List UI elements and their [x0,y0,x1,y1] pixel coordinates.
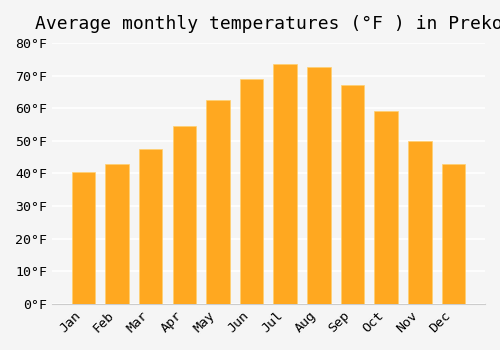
Bar [105,164,129,304]
Bar [274,64,297,304]
Bar [374,111,398,304]
Bar [408,141,432,304]
Bar [206,100,230,304]
Bar [240,79,264,304]
Bar [172,126,196,304]
Title: Average monthly temperatures (°F ) in Preko: Average monthly temperatures (°F ) in Pr… [34,15,500,33]
Bar [442,164,466,304]
Bar [341,85,364,304]
Bar [139,149,162,304]
Bar [72,172,95,304]
Bar [307,67,330,304]
